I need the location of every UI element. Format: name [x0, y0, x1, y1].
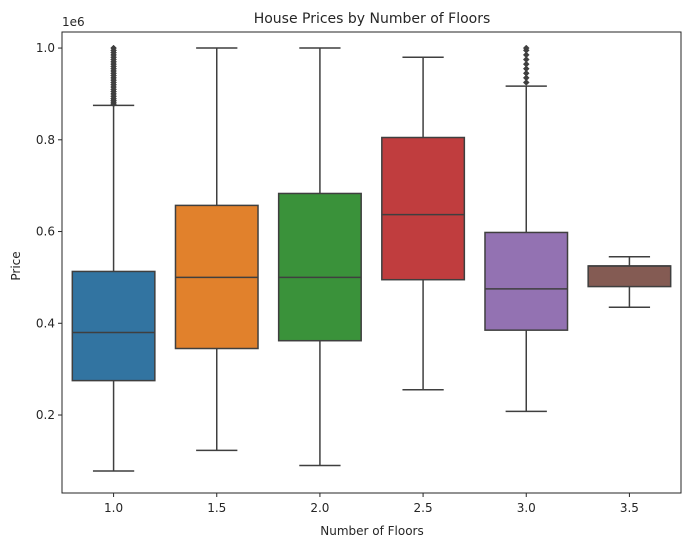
x-tick-label: 3.0: [517, 501, 536, 515]
outlier-point: [522, 60, 530, 68]
box-1.0: [71, 270, 156, 382]
outlier-point: [522, 51, 530, 59]
outlier-point: [522, 56, 530, 63]
box-3.5: [587, 265, 672, 288]
y-tick-label: 0.4: [36, 316, 55, 330]
x-axis-label: Number of Floors: [320, 524, 424, 538]
x-tick-label: 2.5: [414, 501, 433, 515]
y-offset-label: 1e6: [62, 15, 85, 29]
y-tick-label: 0.8: [36, 133, 55, 147]
plot-frame: [61, 31, 682, 494]
outlier-point: [522, 44, 530, 52]
y-tick-label: 1.0: [36, 41, 55, 55]
outlier-point: [522, 79, 530, 86]
x-tick-label: 3.5: [620, 501, 639, 515]
outlier-point: [522, 65, 530, 73]
y-tick-label: 0.2: [36, 408, 55, 422]
box-2.0: [277, 192, 362, 342]
outlier-point: [110, 44, 117, 52]
box-2.5: [381, 136, 466, 281]
x-tick-label: 1.0: [104, 501, 123, 515]
x-tick-label: 1.5: [207, 501, 226, 515]
x-tick-label: 2.0: [310, 501, 329, 515]
y-tick-label: 0.6: [36, 225, 55, 239]
y-axis-label: Price: [9, 251, 23, 280]
box-3.0: [484, 231, 569, 331]
outlier-point: [522, 74, 530, 82]
chart-title: House Prices by Number of Floors: [254, 11, 491, 27]
plot-area: 0.2 0.4 0.6 0.8 1.0 1.0 1.5 2.0 2.5 3.0 3.5: [36, 31, 682, 515]
outlier-point: [522, 69, 530, 77]
